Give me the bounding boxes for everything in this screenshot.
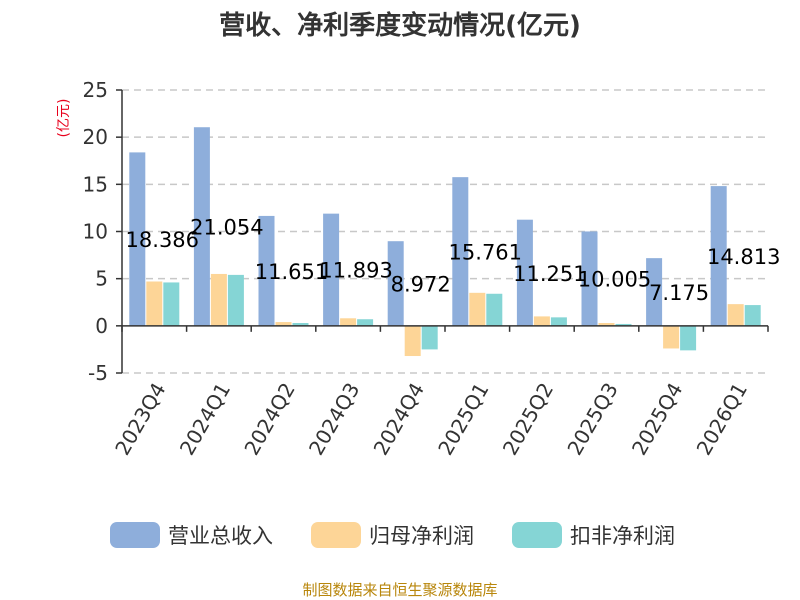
- data-label: 11.651: [255, 260, 328, 284]
- legend-swatch: [110, 522, 160, 548]
- bar: [323, 213, 340, 326]
- x-tick-label: 2025Q2: [498, 379, 558, 460]
- x-tick-label: 2026Q1: [692, 379, 752, 460]
- data-label: 10.005: [578, 268, 651, 292]
- bar: [340, 318, 357, 326]
- y-axis-label: (亿元): [56, 99, 72, 138]
- bar: [129, 152, 146, 326]
- x-tick-label: 2023Q4: [110, 379, 170, 460]
- bar: [744, 305, 761, 326]
- bar: [727, 304, 744, 326]
- x-tick-label: 2024Q3: [304, 379, 364, 460]
- x-tick-label: 2025Q4: [627, 379, 687, 460]
- y-tick-label: -5: [88, 361, 108, 385]
- bar: [258, 215, 275, 326]
- legend-label: 归母净利润: [369, 524, 474, 548]
- legend-swatch: [512, 522, 562, 548]
- y-tick-label: 5: [95, 267, 108, 291]
- data-label: 8.972: [391, 273, 451, 297]
- bar: [193, 127, 210, 326]
- data-label: 18.386: [126, 228, 199, 252]
- data-label: 21.054: [190, 216, 263, 240]
- bar: [387, 241, 404, 326]
- y-ticks: -5 0 5 10 15 20 25: [83, 78, 122, 385]
- bar: [646, 258, 663, 326]
- y-tick-label: 15: [83, 172, 108, 196]
- bar: [227, 274, 244, 326]
- y-tick-label: 0: [95, 314, 108, 338]
- bar: [486, 293, 503, 326]
- x-tick-label: 2024Q4: [369, 379, 429, 460]
- data-label: 14.813: [707, 245, 780, 269]
- bar: [533, 316, 550, 326]
- bar: [710, 186, 727, 326]
- bar: [598, 323, 615, 326]
- bar: [516, 219, 533, 326]
- x-tick-label: 2025Q1: [433, 379, 493, 460]
- bars: [129, 127, 761, 357]
- data-label: 7.175: [649, 281, 709, 305]
- bar: [146, 281, 163, 326]
- chart-title: 营收、净利季度变动情况(亿元): [219, 10, 581, 41]
- data-label: 15.761: [449, 240, 522, 264]
- y-tick-label: 20: [83, 125, 108, 149]
- bar: [680, 325, 697, 351]
- legend: 营业总收入 归母净利润 扣非净利润: [110, 522, 675, 548]
- data-label: 11.893: [319, 259, 392, 283]
- bar: [404, 325, 421, 357]
- legend-label: 扣非净利润: [570, 524, 675, 548]
- bar: [292, 323, 309, 326]
- y-tick-label: 10: [83, 220, 108, 244]
- bar: [550, 317, 567, 326]
- x-tick-label: 2024Q1: [175, 379, 235, 460]
- y-tick-label: 25: [83, 78, 108, 102]
- source-note: 制图数据来自恒生聚源数据库: [302, 581, 497, 599]
- bar: [421, 325, 438, 350]
- legend-swatch: [311, 522, 361, 548]
- bar: [163, 282, 180, 326]
- bar: [581, 231, 598, 326]
- data-label: 11.251: [513, 262, 586, 286]
- legend-label: 营业总收入: [168, 524, 273, 548]
- x-tick-label: 2025Q3: [562, 379, 622, 460]
- x-tick-label: 2024Q2: [239, 379, 299, 460]
- bar: [357, 319, 374, 326]
- bar: [615, 323, 632, 326]
- bar: [663, 325, 680, 349]
- bar: [275, 322, 292, 326]
- bar: [452, 177, 469, 326]
- bar: [469, 292, 486, 326]
- bar: [210, 273, 227, 326]
